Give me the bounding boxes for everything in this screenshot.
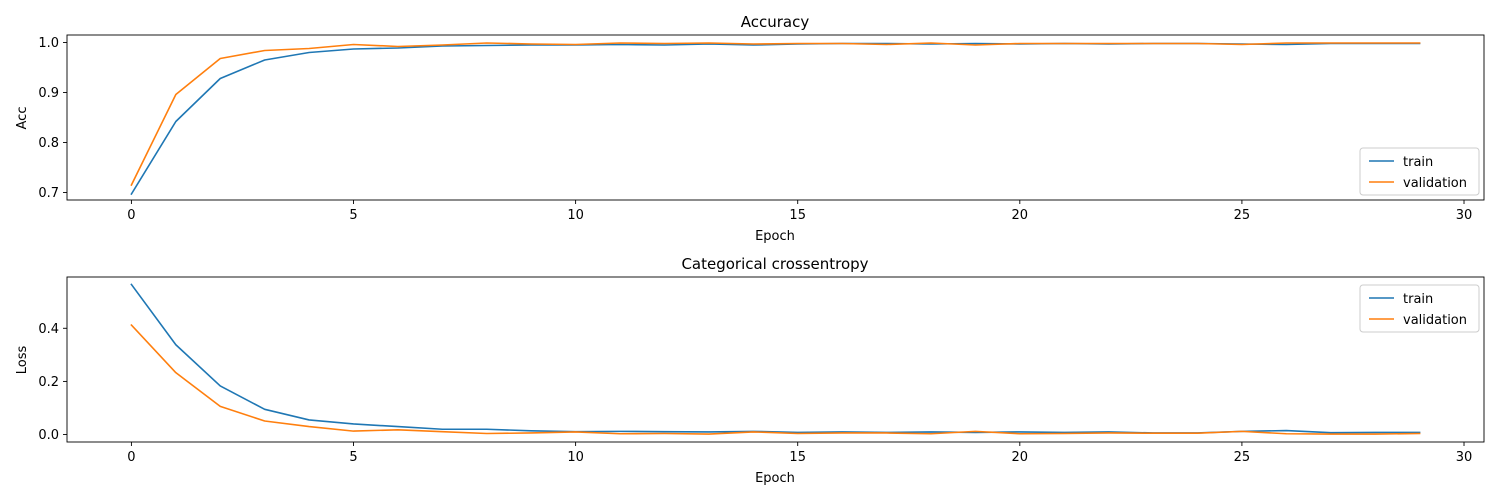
loss-legend-label-train: train (1403, 292, 1433, 307)
loss-ytick-label: 0.0 (38, 428, 59, 443)
accuracy-legend: train validation (1359, 147, 1480, 196)
loss-xtick-label: 0 (127, 450, 135, 465)
accuracy-title: Accuracy (741, 13, 810, 31)
accuracy-ytick-label: 0.8 (38, 136, 59, 151)
accuracy-ylabel: Acc (15, 107, 30, 130)
accuracy-xtick-label: 5 (349, 208, 357, 223)
loss-ylabel: Loss (15, 346, 30, 375)
loss-legend: train validation (1359, 284, 1480, 333)
loss-xlabel: Epoch (755, 471, 795, 486)
accuracy-ytick-label: 0.9 (38, 86, 59, 101)
accuracy-xtick-label: 30 (1456, 208, 1473, 223)
loss-ytick-label: 0.2 (38, 375, 59, 390)
loss-series-validation (130, 323, 1421, 435)
loss-axes-frame (66, 276, 1485, 443)
accuracy-ytick-label: 0.7 (38, 186, 59, 201)
accuracy-series-train (130, 42, 1421, 196)
loss-legend-box (1359, 284, 1480, 333)
accuracy-series-validation (130, 42, 1421, 187)
loss-xtick-label: 15 (789, 450, 806, 465)
accuracy-xtick-label: 15 (789, 208, 806, 223)
loss-title: Categorical crossentropy (681, 255, 868, 273)
loss-xtick-label: 30 (1456, 450, 1473, 465)
loss-series-train (130, 283, 1421, 434)
loss-xtick-label: 25 (1234, 450, 1251, 465)
accuracy-ytick-label: 1.0 (38, 36, 59, 51)
accuracy-legend-box (1359, 147, 1480, 196)
accuracy-xtick-label: 10 (567, 208, 584, 223)
accuracy-xlabel: Epoch (755, 229, 795, 244)
accuracy-xtick-label: 25 (1234, 208, 1251, 223)
loss-plot: Categorical crossentropy Epoch Loss 0 5 10… (15, 255, 1485, 486)
accuracy-legend-label-validation: validation (1403, 176, 1467, 191)
loss-legend-label-validation: validation (1403, 313, 1467, 328)
accuracy-xtick-label: 20 (1012, 208, 1029, 223)
loss-xtick-label: 5 (349, 450, 357, 465)
accuracy-axes-frame (66, 34, 1485, 201)
loss-xtick-label: 20 (1012, 450, 1029, 465)
accuracy-legend-label-train: train (1403, 155, 1433, 170)
loss-xtick-label: 10 (567, 450, 584, 465)
accuracy-xtick-label: 0 (127, 208, 135, 223)
accuracy-plot: Accuracy Epoch Acc 0 5 10 15 20 25 30 0.7 0.8 0.9… (15, 13, 1485, 244)
loss-ytick-label: 0.4 (38, 322, 59, 337)
